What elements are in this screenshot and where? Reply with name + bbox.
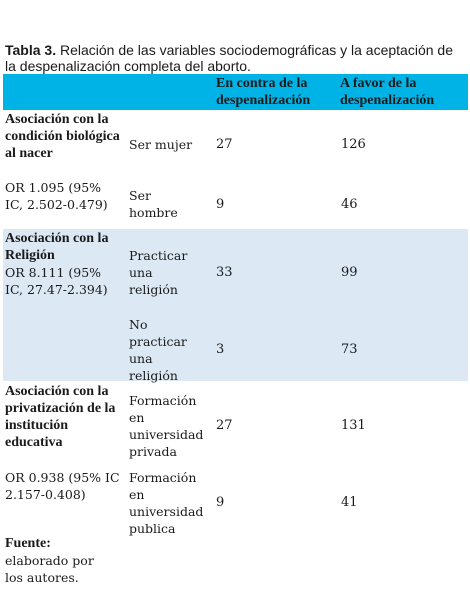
row-label: Ser hombre	[129, 188, 178, 220]
header-col-favor: A favor de la despenalización	[340, 76, 435, 108]
row-contra: 3	[216, 342, 225, 357]
row-favor: 41	[341, 495, 358, 510]
group-title: Asociación con la condición biológica al…	[5, 112, 120, 161]
row-label: Formación en universidad privada	[129, 393, 204, 459]
row-label: Ser mujer	[129, 137, 193, 152]
row-contra: 27	[216, 137, 233, 152]
footer-label: Fuente:	[5, 536, 51, 551]
group-band-religion	[3, 229, 468, 381]
row-favor: 73	[341, 342, 358, 357]
group-stat: OR 0.938 (95% IC 2.157-0.408)	[5, 470, 120, 502]
row-favor: 46	[341, 197, 358, 212]
row-contra: 9	[216, 197, 225, 212]
group-stat: OR 1.095 (95% IC, 2.502-0.479)	[5, 180, 108, 212]
row-label: Formación en universidad publica	[129, 470, 204, 536]
row-contra: 9	[216, 495, 225, 510]
row-contra: 33	[216, 265, 233, 280]
row-contra: 27	[216, 418, 233, 433]
group-title: Asociación con la privatización de la in…	[5, 384, 116, 450]
table-header: En contra de la despenalización A favor …	[3, 74, 468, 110]
footer-text: elaborado por los autores.	[5, 553, 94, 585]
table-caption: Tabla 3. Relación de las variables socio…	[5, 42, 465, 74]
row-favor: 126	[341, 137, 366, 152]
row-label: No practicar una religión	[129, 317, 187, 383]
row-label: Practicar una religión	[129, 248, 188, 297]
header-col-contra: En contra de la despenalización	[216, 76, 311, 108]
row-favor: 99	[341, 265, 358, 280]
row-favor: 131	[341, 418, 366, 433]
group-title: Asociación con la Religión	[5, 231, 109, 263]
caption-text: Relación de las variables sociodemográfi…	[5, 42, 453, 74]
caption-label: Tabla 3.	[5, 42, 57, 58]
group-stat: OR 8.111 (95% IC, 27.47-2.394)	[5, 265, 108, 297]
